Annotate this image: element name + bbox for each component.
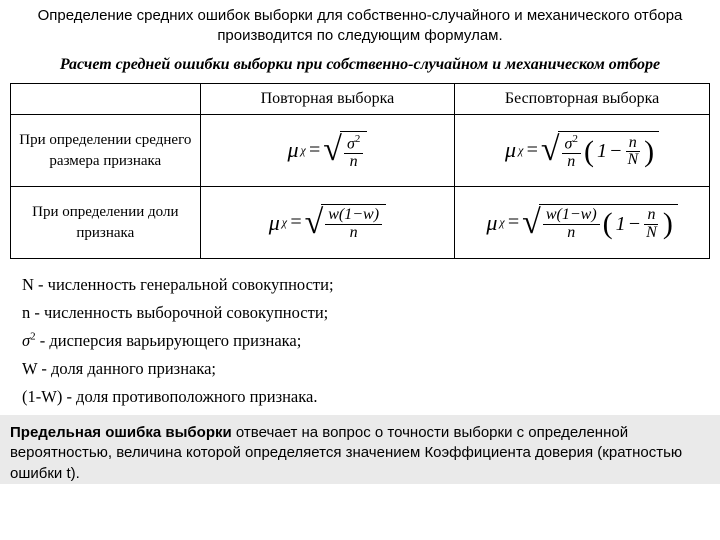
n: n: [644, 207, 658, 225]
formula-1-2: μχ = √ σ2 n ( 1 − n N: [455, 115, 710, 187]
formula-table: Повторная выборка Бесповторная выборка П…: [10, 83, 710, 259]
formula-2-2: μχ = √ w(1−w) n ( 1 − n N: [455, 187, 710, 259]
header-col2: Повторная выборка: [200, 84, 455, 115]
row-share: При определении доли признака μχ = √ w(1…: [11, 187, 710, 259]
chi: χ: [499, 215, 504, 230]
mu: μ: [287, 137, 298, 163]
rparen: ): [662, 212, 674, 236]
one: 1: [616, 213, 626, 236]
minus: −: [628, 213, 642, 236]
def-sigma: σ: [22, 331, 30, 350]
w: w: [581, 206, 592, 223]
lparen: (: [583, 140, 595, 164]
sq: 2: [355, 133, 361, 145]
def-n-text: - численность выборочной совокупности;: [30, 303, 328, 322]
def-1W-text: - доля противоположного признака.: [62, 387, 317, 406]
root-icon: √: [541, 135, 560, 175]
chi: χ: [518, 143, 523, 158]
eq: =: [525, 139, 539, 162]
eq: =: [308, 139, 322, 162]
rparen: ): [643, 140, 655, 164]
n: n: [347, 225, 361, 242]
n: n: [564, 154, 578, 171]
one: 1: [562, 206, 570, 223]
def-N-text: - численность генеральной совокупности;: [34, 275, 334, 294]
footer-text: Предельная ошибка выборки отвечает на во…: [0, 415, 720, 484]
formula-2-1: μχ = √ w(1−w) n: [200, 187, 455, 259]
eq: =: [289, 211, 303, 234]
def-1W: (1-W): [22, 387, 62, 406]
row1-label: При определении среднего размера признак…: [11, 115, 201, 187]
n: n: [564, 225, 578, 242]
eq: =: [507, 211, 521, 234]
footer-bold: Предельная ошибка выборки: [10, 424, 232, 441]
mu: μ: [505, 137, 516, 163]
sq: 2: [572, 133, 578, 145]
N: N: [643, 225, 660, 242]
minus: −: [609, 140, 623, 163]
header-blank: [11, 84, 201, 115]
N: N: [624, 152, 641, 169]
sigma: σ: [347, 135, 355, 152]
root-icon: √: [323, 135, 342, 175]
def-N: N: [22, 275, 34, 294]
table-title: Расчет средней ошибки выборки при собств…: [0, 49, 720, 83]
root-icon: √: [305, 208, 324, 246]
intro-text: Определение средних ошибок выборки для с…: [0, 0, 720, 49]
def-W: W: [22, 359, 37, 378]
lparen: (: [602, 212, 614, 236]
header-col3: Бесповторная выборка: [455, 84, 710, 115]
w: w: [363, 206, 374, 223]
n: n: [626, 135, 640, 153]
w: w: [328, 206, 339, 223]
rparen: ): [591, 206, 596, 223]
def-W-text: - доля данного признака;: [37, 359, 216, 378]
chi: χ: [301, 143, 306, 158]
mu: μ: [269, 210, 280, 236]
chi: χ: [282, 215, 287, 230]
row2-label: При определении доли признака: [11, 187, 201, 259]
def-n: n: [22, 303, 30, 322]
row-mean: При определении среднего размера признак…: [11, 115, 710, 187]
mu: μ: [486, 210, 497, 236]
header-row: Повторная выборка Бесповторная выборка: [11, 84, 710, 115]
formula-1-1: μχ = √ σ2 n: [200, 115, 455, 187]
minus: −: [352, 206, 363, 223]
root-icon: √: [522, 208, 541, 246]
minus: −: [570, 206, 581, 223]
n: n: [347, 154, 361, 171]
one: 1: [597, 140, 607, 163]
w: w: [546, 206, 557, 223]
definitions: N - численность генеральной совокупности…: [0, 267, 720, 415]
def-sigma-text: - дисперсия варьирующего признака;: [36, 331, 302, 350]
rparen: ): [374, 206, 379, 223]
